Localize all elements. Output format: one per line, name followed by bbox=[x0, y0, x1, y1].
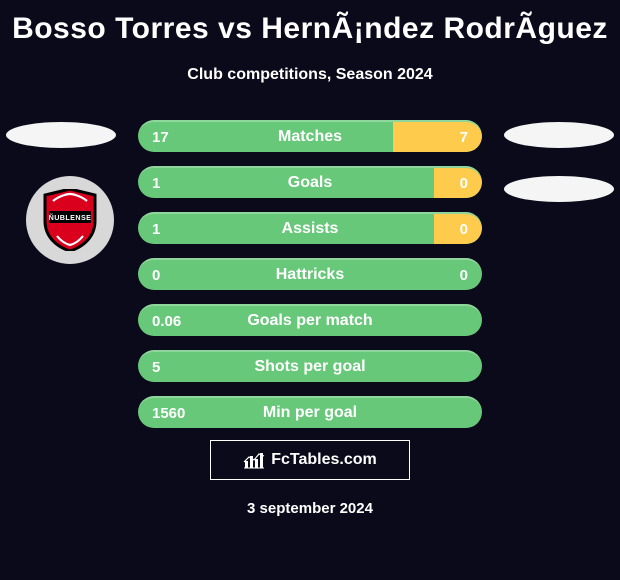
stat-label: Matches bbox=[138, 128, 482, 146]
stat-label: Min per goal bbox=[138, 404, 482, 422]
svg-text:ÑUBLENSE: ÑUBLENSE bbox=[49, 213, 92, 222]
date-label: 3 september 2024 bbox=[0, 500, 620, 517]
stat-label: Shots per goal bbox=[138, 358, 482, 376]
stat-label: Assists bbox=[138, 220, 482, 238]
team-slot-right-2 bbox=[504, 176, 614, 202]
stat-label: Hattricks bbox=[138, 266, 482, 284]
team-slot-right-1 bbox=[504, 122, 614, 148]
stat-label: Goals per match bbox=[138, 312, 482, 330]
team-slot-left-1 bbox=[6, 122, 116, 148]
stats-container: 17Matches71Goals01Assists00Hattricks00.0… bbox=[138, 120, 482, 442]
fctables-label: FcTables.com bbox=[271, 451, 377, 469]
stat-value-right: 0 bbox=[460, 221, 468, 238]
stat-value-right: 0 bbox=[460, 267, 468, 284]
stat-row: 0.06Goals per match bbox=[138, 304, 482, 336]
stat-row: 17Matches7 bbox=[138, 120, 482, 152]
team-badge-left: ÑUBLENSE bbox=[26, 176, 114, 264]
shield-icon: ÑUBLENSE bbox=[43, 189, 97, 251]
stat-value-right: 0 bbox=[460, 175, 468, 192]
stat-row: 1Goals0 bbox=[138, 166, 482, 198]
stat-label: Goals bbox=[138, 174, 482, 192]
fctables-attribution: FcTables.com bbox=[210, 440, 410, 480]
stat-row: 1560Min per goal bbox=[138, 396, 482, 428]
stat-value-right: 7 bbox=[460, 129, 468, 146]
chart-icon bbox=[243, 451, 265, 469]
page-title: Bosso Torres vs HernÃ¡ndez RodrÃ­guez bbox=[0, 0, 620, 46]
subtitle: Club competitions, Season 2024 bbox=[0, 66, 620, 84]
stat-row: 0Hattricks0 bbox=[138, 258, 482, 290]
stat-row: 5Shots per goal bbox=[138, 350, 482, 382]
stat-row: 1Assists0 bbox=[138, 212, 482, 244]
